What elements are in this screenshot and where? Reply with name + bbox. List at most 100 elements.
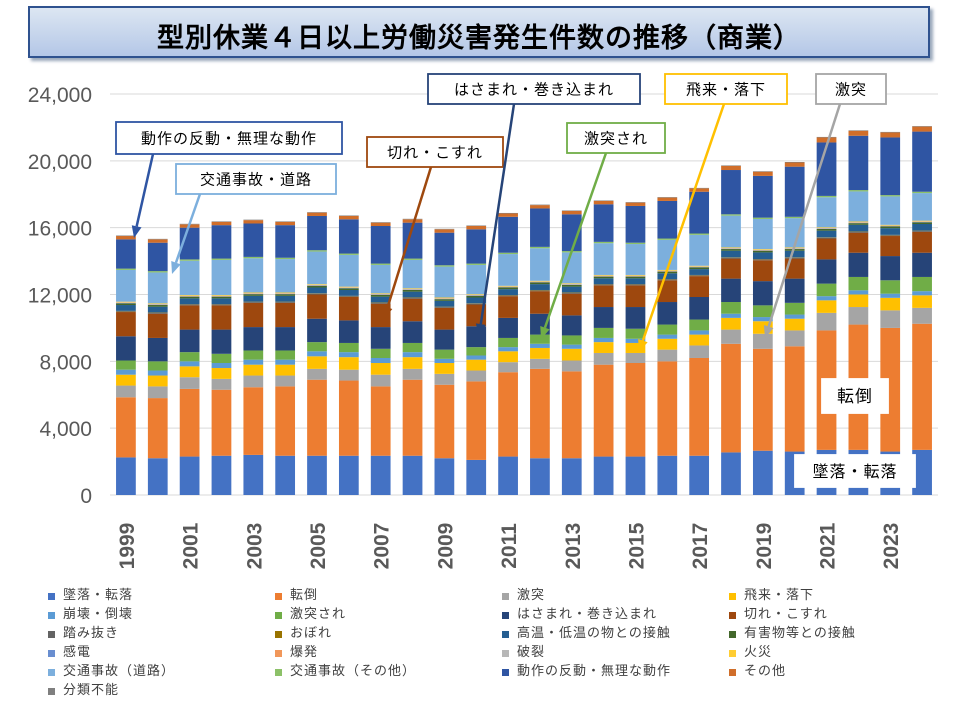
bar-segment (275, 221, 296, 222)
bar-segment (434, 266, 455, 298)
bar-segment (848, 276, 869, 291)
y-tick-label: 8,000 (39, 351, 92, 374)
bar-segment (147, 239, 168, 243)
legend-item: 火災 (729, 644, 949, 664)
bar-segment (625, 285, 646, 308)
bar-segment (275, 359, 296, 365)
bar-segment (721, 313, 741, 318)
x-tick-label: 2003 (243, 523, 266, 570)
bar-segment (179, 456, 200, 495)
bar-segment (211, 389, 232, 456)
bar-segment (561, 214, 582, 252)
bar-segment (402, 289, 423, 292)
bar-segment (625, 307, 646, 329)
legend-item: おぼれ (275, 625, 495, 645)
bar-segment (402, 379, 423, 456)
bar-segment (211, 363, 232, 369)
callout-box (815, 73, 887, 105)
callout-arrow-head (382, 306, 393, 319)
bar-segment (784, 216, 805, 219)
legend-swatch (48, 669, 55, 676)
bar-segment (784, 162, 805, 167)
bar-segment (912, 231, 932, 253)
callout-koutsuu: 交通事故・道路 (171, 163, 337, 274)
bar-stack-2021 (816, 136, 837, 495)
bar-segment (880, 280, 901, 294)
chart-title-box: 型別休業４日以上労働災害発生件数の推移（商業） (28, 6, 930, 58)
bar-segment (721, 214, 741, 216)
bar-segment (561, 335, 582, 345)
bar-segment (116, 269, 136, 302)
bar-segment (530, 248, 550, 281)
legend-swatch (502, 593, 509, 600)
bar-stack-2006 (338, 215, 359, 495)
bar-segment (816, 296, 837, 301)
bar-segment (530, 347, 550, 359)
bar-segment (657, 200, 678, 239)
bar-stack-2013 (561, 210, 582, 495)
bar-stack-2014 (593, 200, 614, 495)
bar-segment (402, 342, 423, 353)
bar-segment (275, 257, 296, 260)
x-tick-label: 2017 (689, 523, 712, 570)
bar-segment (211, 353, 232, 364)
bar-stack-2007 (370, 222, 391, 495)
bar-segment (370, 327, 391, 349)
bar-segment (434, 358, 455, 364)
bar-segment (498, 295, 518, 297)
bar-segment (880, 327, 901, 452)
bar-segment (275, 225, 296, 258)
bar-segment (625, 278, 646, 285)
bar-stack-2024 (912, 126, 932, 495)
bar-segment (275, 302, 296, 328)
bar-segment (211, 304, 232, 306)
callout-box (175, 163, 337, 195)
bar-segment (880, 235, 901, 237)
legend-swatch (729, 669, 736, 676)
callout-box (664, 73, 788, 105)
bar-stack-2004 (275, 221, 296, 495)
legend-label: おぼれ (290, 626, 333, 641)
legend-swatch (48, 631, 55, 638)
bar-segment (689, 275, 710, 277)
bar-segment (243, 387, 264, 455)
y-tick-label: 4,000 (39, 418, 92, 441)
bar-segment (466, 294, 487, 295)
bar-stack-1999 (116, 235, 136, 495)
legend-label: 崩壊・倒壊 (63, 607, 134, 622)
legend-item: 激突され (275, 606, 495, 626)
bar-segment (434, 265, 455, 267)
bar-segment (116, 305, 136, 311)
legend-swatch (275, 612, 282, 619)
bar-segment (912, 276, 932, 292)
bar-segment (338, 289, 359, 296)
bar-segment (434, 349, 455, 359)
bar-segment (434, 307, 455, 308)
bar-segment (116, 336, 136, 361)
bar-segment (848, 232, 869, 253)
bar-segment (243, 223, 264, 257)
bar-segment (784, 318, 805, 331)
callout-tentou: 転倒 (821, 378, 889, 414)
bar-segment (338, 455, 359, 495)
bar-segment (784, 249, 805, 251)
callout-gekitotsu: 激突 (763, 73, 887, 338)
bar-stack-2015 (625, 202, 646, 495)
bar-segment (625, 276, 646, 279)
bar-segment (752, 348, 773, 451)
bar-stack-2017 (689, 187, 710, 495)
bar-segment (338, 320, 359, 343)
legend-swatch (275, 650, 282, 657)
bar-segment (784, 330, 805, 347)
x-tick-label: 2005 (307, 522, 330, 569)
bar-segment (370, 222, 391, 226)
bar-segment (912, 126, 932, 127)
callout-arrow-head (131, 225, 142, 238)
bar-segment (466, 459, 487, 495)
legend-item: 破裂 (502, 644, 722, 664)
bar-segment (593, 241, 614, 244)
bar-segment (307, 250, 327, 252)
bar-segment (721, 258, 741, 279)
bar-segment (880, 256, 901, 281)
bar-segment (211, 259, 232, 296)
